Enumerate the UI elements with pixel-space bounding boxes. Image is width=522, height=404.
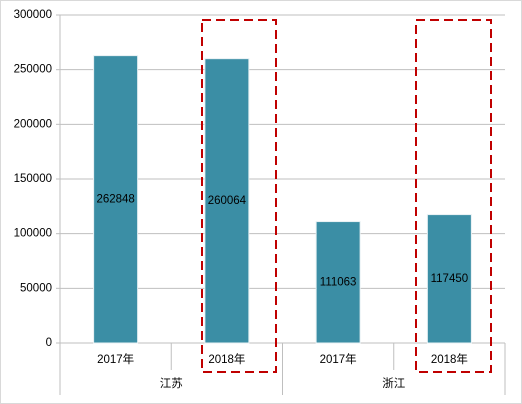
bar: [204, 58, 250, 344]
group-label: 浙江: [382, 377, 405, 390]
y-tick-label: 0: [46, 337, 52, 349]
highlight-box: [415, 19, 492, 373]
highlight-box: [201, 19, 277, 373]
data-label: 260064: [208, 195, 247, 207]
data-label: 117450: [431, 273, 469, 285]
x-tick-label: 2018年: [208, 352, 245, 366]
plot: 0 50000 100000 150000 200000 250000 300000 2017…: [14, 9, 506, 395]
y-tick-label: 50000: [20, 282, 52, 294]
x-tick-label: 2017年: [320, 352, 357, 366]
y-tick-label: 100000: [14, 228, 52, 240]
y-tick-label: 150000: [14, 173, 52, 185]
x-tick-label: 2017年: [97, 352, 134, 366]
group-label: 江苏: [160, 377, 183, 390]
data-label: 262848: [96, 193, 134, 205]
bar: [426, 214, 472, 344]
bar: [93, 55, 139, 344]
data-label: 111063: [320, 276, 357, 288]
y-tick-label: 300000: [14, 9, 52, 21]
x-tick-label: 2018年: [431, 352, 468, 366]
y-tick-label: 250000: [14, 64, 52, 76]
y-tick-label: 200000: [14, 118, 52, 130]
bar: [315, 221, 361, 344]
